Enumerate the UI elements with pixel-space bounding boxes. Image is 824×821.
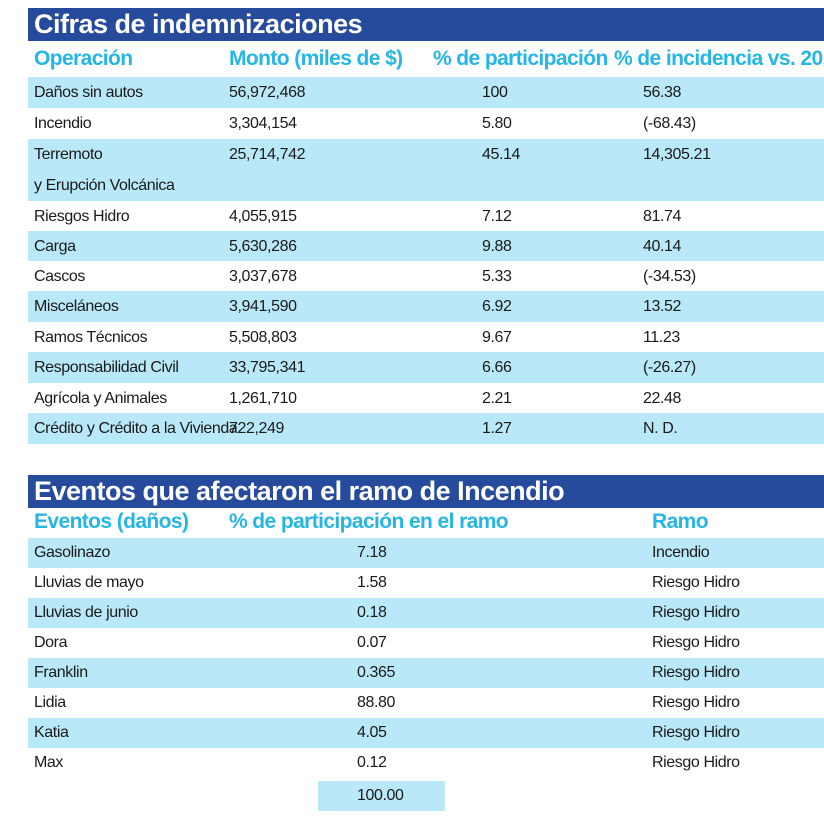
evento-cell: Lluvias de junio xyxy=(34,604,138,621)
incidencia-cell: (-68.43) xyxy=(643,115,696,132)
participacion-cell: 2.21 xyxy=(482,390,512,407)
table2-total-box xyxy=(318,781,445,811)
ramo-cell: Incendio xyxy=(652,544,710,561)
participacion-ramo-cell: 0.18 xyxy=(357,604,387,621)
table1-row xyxy=(28,352,824,383)
ramo-cell: Riesgo Hidro xyxy=(652,694,740,711)
operacion-cell: Terremoto xyxy=(34,146,103,163)
table1-row xyxy=(28,139,824,201)
participacion-ramo-cell: 1.58 xyxy=(357,574,387,591)
table2-row xyxy=(28,718,824,748)
participacion-cell: 45.14 xyxy=(482,146,521,163)
incidencia-cell: 40.14 xyxy=(643,238,682,255)
operacion-cell: Daños sin autos xyxy=(34,84,143,101)
operacion-cell: Riesgos Hidro xyxy=(34,208,130,225)
table2-row xyxy=(28,598,824,628)
incidencia-cell: 56.38 xyxy=(643,84,682,101)
ramo-cell: Riesgo Hidro xyxy=(652,574,740,591)
ramo-cell: Riesgo Hidro xyxy=(652,754,740,771)
table2-row xyxy=(28,538,824,568)
monto-cell: 5,508,803 xyxy=(229,329,297,346)
participacion-cell: 6.92 xyxy=(482,298,512,315)
table1-row xyxy=(28,201,824,231)
monto-cell: 3,037,678 xyxy=(229,268,297,285)
participacion-cell: 6.66 xyxy=(482,359,512,376)
table1-header-participacion: % de participación xyxy=(433,47,608,70)
operacion-cell: Ramos Técnicos xyxy=(34,329,148,346)
operacion-cell: Cascos xyxy=(34,268,85,285)
incidencia-cell: 22.48 xyxy=(643,390,682,407)
table1-row xyxy=(28,413,824,444)
monto-cell: 1,261,710 xyxy=(229,390,297,407)
incidencia-cell: N. D. xyxy=(643,420,678,437)
participacion-ramo-cell: 88.80 xyxy=(357,694,396,711)
incidencia-cell: (-26.27) xyxy=(643,359,696,376)
monto-cell: 3,304,154 xyxy=(229,115,297,132)
operacion-cell: Agrícola y Animales xyxy=(34,390,167,407)
table1-row xyxy=(28,77,824,108)
participacion-ramo-cell: 0.365 xyxy=(357,664,396,681)
table1-header-monto: Monto (miles de $) xyxy=(229,47,403,70)
table1-row xyxy=(28,261,824,291)
participacion-ramo-cell: 7.18 xyxy=(357,544,387,561)
monto-cell: 4,055,915 xyxy=(229,208,297,225)
monto-cell: 33,795,341 xyxy=(229,359,306,376)
table1-row xyxy=(28,231,824,261)
operacion-cell: Misceláneos xyxy=(34,298,119,315)
evento-cell: Dora xyxy=(34,634,68,651)
table1-header-incidencia: % de incidencia vs. 2016 xyxy=(614,47,824,70)
evento-cell: Gasolinazo xyxy=(34,544,111,561)
operacion-cell: Crédito y Crédito a la Vivienda xyxy=(34,420,238,437)
table2-title: Eventos que afectaron el ramo de Incendi… xyxy=(28,475,824,508)
evento-cell: Franklin xyxy=(34,664,88,681)
incidencia-cell: 13.52 xyxy=(643,298,682,315)
evento-cell: Max xyxy=(34,754,64,771)
ramo-cell: Riesgo Hidro xyxy=(652,664,740,681)
participacion-ramo-cell: 0.07 xyxy=(357,634,387,651)
operacion-cell: Carga xyxy=(34,238,76,255)
operacion-cell-line2: y Erupción Volcánica xyxy=(34,177,175,194)
incidencia-cell: 81.74 xyxy=(643,208,682,225)
monto-cell: 722,249 xyxy=(229,420,285,437)
table2-header-eventos: Eventos (daños) xyxy=(34,510,189,533)
participacion-ramo-cell: 4.05 xyxy=(357,724,387,741)
table1-row xyxy=(28,291,824,322)
participacion-cell: 5.80 xyxy=(482,115,512,132)
table1-row xyxy=(28,322,824,352)
table2-header-participacion: % de participación en el ramo xyxy=(229,510,509,533)
monto-cell: 25,714,742 xyxy=(229,146,306,163)
participacion-cell: 7.12 xyxy=(482,208,512,225)
table1-row xyxy=(28,108,824,139)
ramo-cell: Riesgo Hidro xyxy=(652,604,740,621)
participacion-cell: 1.27 xyxy=(482,420,512,437)
participacion-ramo-cell: 0.12 xyxy=(357,754,387,771)
evento-cell: Katia xyxy=(34,724,69,741)
participacion-cell: 5.33 xyxy=(482,268,512,285)
evento-cell: Lidia xyxy=(34,694,66,711)
operacion-cell: Responsabilidad Civil xyxy=(34,359,179,376)
monto-cell: 56,972,468 xyxy=(229,84,306,101)
incidencia-cell: 14,305.21 xyxy=(643,146,711,163)
table1-header-operacion: Operación xyxy=(34,47,133,70)
evento-cell: Lluvias de mayo xyxy=(34,574,144,591)
monto-cell: 5,630,286 xyxy=(229,238,297,255)
participacion-cell: 9.67 xyxy=(482,329,512,346)
ramo-cell: Riesgo Hidro xyxy=(652,724,740,741)
table2-row xyxy=(28,658,824,688)
table2-total-value: 100.00 xyxy=(357,787,404,804)
participacion-cell: 100 xyxy=(482,84,508,101)
ramo-cell: Riesgo Hidro xyxy=(652,634,740,651)
incidencia-cell: 11.23 xyxy=(643,329,680,346)
operacion-cell: Incendio xyxy=(34,115,92,132)
participacion-cell: 9.88 xyxy=(482,238,512,255)
table1-title: Cifras de indemnizaciones xyxy=(28,8,824,41)
table2-header-ramo: Ramo xyxy=(652,510,709,533)
monto-cell: 3,941,590 xyxy=(229,298,297,315)
incidencia-cell: (-34.53) xyxy=(643,268,696,285)
